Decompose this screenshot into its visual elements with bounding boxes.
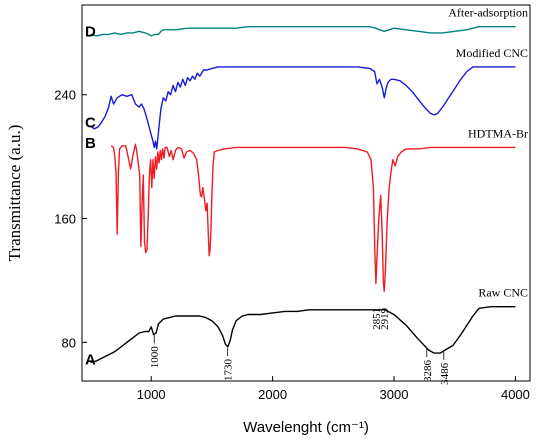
series-line-modified-cnc xyxy=(90,66,516,150)
series-letter-modified-cnc: C xyxy=(85,115,96,132)
series-letter-after-adsorption: D xyxy=(85,23,96,40)
x-tick-label: 1000 xyxy=(137,387,166,402)
peak-label: 3286 xyxy=(422,360,434,383)
series-letter-raw-cnc: A xyxy=(85,351,96,368)
series-name-after-adsorption: After-adsorption xyxy=(448,6,528,20)
series-name-modified-cnc: Modified CNC xyxy=(456,46,528,60)
axis-ticks: 1000 2000 3000 4000 80 160 240 xyxy=(54,88,530,402)
peak-label: 2851 xyxy=(371,308,383,330)
x-tick-label: 2000 xyxy=(258,387,287,402)
peak-label: 1730 xyxy=(223,358,235,381)
peak-label: 2919 xyxy=(379,307,391,330)
y-axis-title: Transmittance (a.u.) xyxy=(5,125,24,262)
y-tick-label: 240 xyxy=(54,88,76,103)
y-tick-label: 160 xyxy=(54,212,76,227)
series-line-hdtma-br xyxy=(110,143,516,292)
peak-label: 1000 xyxy=(149,346,161,369)
series-name-raw-cnc: Raw CNC xyxy=(478,286,528,300)
plot-frame xyxy=(81,4,531,382)
series-line-after-adsorption xyxy=(90,26,516,37)
x-axis-title: Wavelenght (cm⁻¹) xyxy=(243,419,369,436)
series-layer xyxy=(90,26,516,364)
series-line-raw-cnc xyxy=(90,306,516,364)
label-layer: A Raw CNC B HDTMA-Br C Modified CNC D After-ads… xyxy=(85,6,528,369)
x-tick-label: 3000 xyxy=(380,387,409,402)
y-tick-label: 80 xyxy=(62,335,76,350)
x-tick-label: 4000 xyxy=(501,387,530,402)
series-name-hdtma-br: HDTMA-Br xyxy=(468,126,528,140)
series-letter-hdtma-br: B xyxy=(85,135,96,152)
peak-label: 3486 xyxy=(439,362,451,385)
